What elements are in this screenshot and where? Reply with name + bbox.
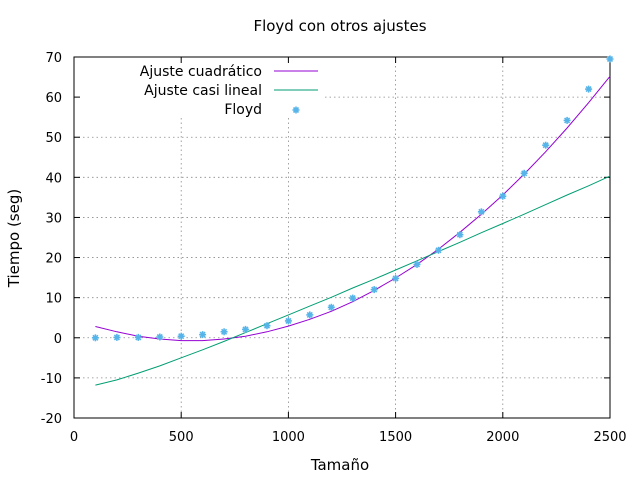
data-point	[499, 192, 507, 200]
axis-ticks: 0 500 1000 1500 2000 2500 -20 -10 0 10 20 30 40 50 60 7…	[41, 51, 627, 445]
legend-label: Ajuste cuadrático	[140, 64, 262, 80]
data-point-stroke	[263, 322, 271, 329]
data-point	[349, 294, 357, 302]
data-point-stroke	[328, 304, 335, 311]
x-tick-label: 1500	[379, 430, 412, 445]
y-tick-label: 10	[45, 292, 62, 307]
data-point	[113, 333, 121, 341]
data-point-stroke	[221, 328, 228, 335]
data-point-stroke	[156, 333, 163, 341]
y-tick-label: 40	[45, 171, 62, 186]
data-point-stroke	[435, 247, 442, 254]
data-point-stroke	[371, 286, 378, 293]
data-point	[413, 260, 421, 268]
data-point-stroke	[521, 170, 528, 177]
data-point-stroke	[349, 295, 356, 302]
data-point-stroke	[456, 231, 463, 238]
data-point-stroke	[242, 326, 249, 333]
data-point	[563, 116, 571, 124]
data-point	[284, 317, 292, 325]
legend-marker	[292, 106, 300, 114]
data-point	[220, 328, 228, 336]
legend-marker-stroke	[292, 106, 300, 114]
data-point-stroke	[199, 331, 206, 338]
data-point	[306, 311, 314, 319]
x-tick-label: 500	[169, 430, 194, 445]
data-point-stroke	[392, 275, 399, 282]
y-tick-label: 0	[54, 332, 62, 347]
data-point	[392, 274, 400, 282]
data-point	[456, 231, 464, 239]
plot-frame	[73, 56, 611, 419]
data-point	[156, 333, 164, 341]
y-tick-label: -20	[41, 412, 62, 427]
data-point-stroke	[478, 208, 485, 215]
data-point	[370, 286, 378, 294]
y-tick-label: -10	[41, 372, 62, 387]
series-layer	[91, 55, 614, 386]
chart-title: Floyd con otros ajustes	[253, 17, 426, 35]
data-point	[91, 334, 99, 342]
y-tick-label: 70	[45, 51, 62, 66]
data-point-stroke	[306, 311, 313, 318]
data-point-stroke	[135, 334, 142, 341]
legend-label: Floyd	[224, 102, 262, 118]
data-point-stroke	[285, 317, 292, 324]
y-tick-label: 60	[45, 91, 62, 106]
data-point	[177, 332, 185, 340]
x-tick-label: 2500	[593, 430, 626, 445]
data-point-stroke	[178, 333, 185, 340]
data-point-stroke	[564, 117, 571, 124]
data-point	[242, 325, 249, 333]
data-point	[134, 333, 142, 341]
y-tick-label: 20	[45, 252, 62, 267]
grid-lines	[74, 57, 610, 418]
y-axis-label: Tiempo (seg)	[5, 189, 23, 288]
data-point-stroke	[113, 334, 120, 341]
data-point-stroke	[499, 193, 506, 200]
data-point-stroke	[606, 55, 614, 63]
data-point	[542, 141, 550, 149]
x-axis-label: Tamaño	[310, 456, 369, 474]
x-tick-label: 0	[70, 430, 78, 445]
x-tick-label: 2000	[486, 430, 519, 445]
data-point	[477, 208, 485, 216]
series-line	[95, 175, 611, 386]
data-point	[585, 85, 593, 93]
data-point-stroke	[585, 86, 592, 93]
data-point	[199, 331, 207, 339]
legend-label: Ajuste casi lineal	[144, 83, 262, 99]
data-point-stroke	[92, 334, 99, 341]
data-point-stroke	[542, 142, 549, 149]
data-point	[327, 303, 335, 311]
legend: Ajuste cuadrático Ajuste casi lineal Floyd	[140, 64, 318, 118]
data-point	[520, 169, 528, 177]
data-point	[263, 322, 271, 330]
y-tick-label: 30	[45, 211, 62, 226]
x-tick-label: 1000	[272, 430, 305, 445]
data-point	[606, 55, 614, 63]
data-point-stroke	[413, 261, 421, 268]
y-tick-label: 50	[45, 131, 62, 146]
data-point	[435, 246, 442, 254]
